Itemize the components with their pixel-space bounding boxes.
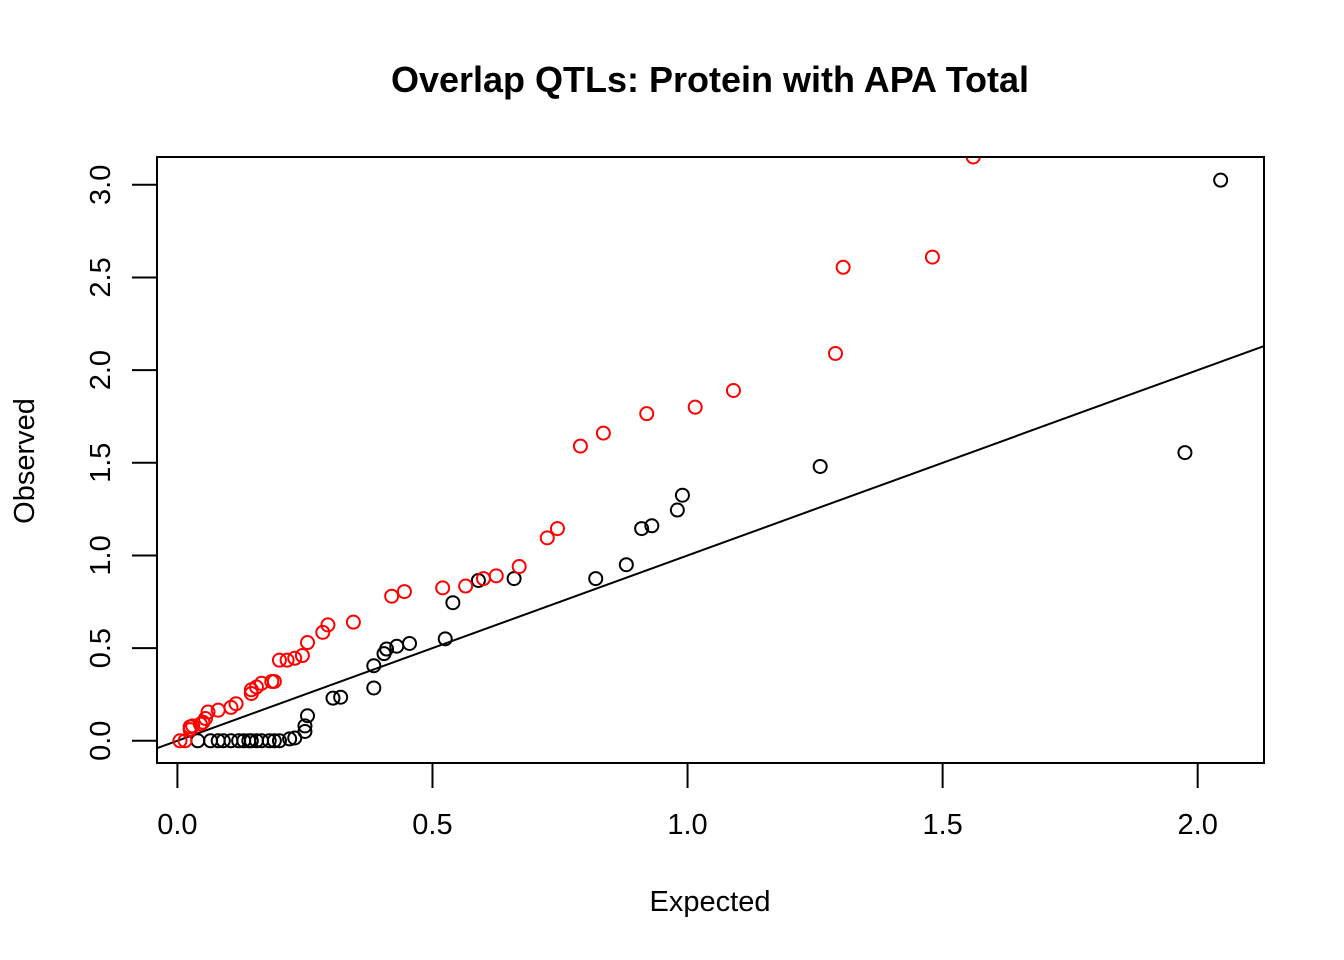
chart-title: Overlap QTLs: Protein with APA Total [391, 59, 1029, 100]
point-black [618, 557, 634, 573]
point-black [243, 733, 259, 749]
point-red [511, 559, 527, 575]
point-red [200, 704, 216, 720]
point-black [402, 635, 418, 651]
point-red [458, 578, 474, 594]
point-red [835, 259, 851, 275]
point-red [185, 718, 201, 734]
point-red [345, 614, 361, 630]
point-black [669, 502, 685, 518]
point-red [549, 521, 565, 537]
point-black [271, 733, 287, 749]
y-tick-label: 0.5 [85, 628, 117, 668]
point-red [595, 425, 611, 441]
y-tick-label: 1.0 [85, 535, 117, 575]
point-black [1213, 172, 1229, 188]
point-red [172, 733, 188, 749]
point-red [687, 399, 703, 415]
point-black [445, 595, 461, 611]
point-red [320, 617, 336, 633]
plot-frame [156, 156, 1265, 764]
point-red [572, 438, 588, 454]
x-axis-title: Expected [650, 886, 771, 918]
y-tick-label: 3.0 [85, 165, 117, 205]
point-red [228, 696, 244, 712]
point-red [287, 650, 303, 666]
point-black [366, 680, 382, 696]
point-red [299, 635, 315, 651]
point-black [215, 733, 231, 749]
point-red [539, 530, 555, 546]
point-red [965, 157, 981, 165]
x-tick-label: 1.5 [922, 809, 962, 841]
y-axis-title: Observed [9, 398, 41, 524]
point-black [506, 571, 522, 587]
point-black [299, 708, 315, 724]
point-black [1177, 445, 1193, 461]
x-tick-label: 2.0 [1178, 809, 1218, 841]
y-tick-label: 0.0 [85, 721, 117, 761]
x-tick-label: 0.5 [412, 809, 452, 841]
point-black [261, 733, 277, 749]
point-red [294, 648, 310, 664]
x-tick-label: 1.0 [667, 809, 707, 841]
point-red [279, 652, 295, 668]
point-red [488, 568, 504, 584]
point-red [266, 673, 282, 689]
point-black [366, 658, 382, 674]
point-black [297, 718, 313, 734]
point-red [827, 345, 843, 361]
point-red [725, 383, 741, 399]
point-red [435, 580, 451, 596]
point-red [924, 249, 940, 265]
point-black [379, 641, 395, 657]
point-black [325, 690, 341, 706]
point-black [437, 631, 453, 647]
y-tick-label: 2.5 [85, 257, 117, 297]
point-black [282, 731, 298, 747]
point-red [271, 652, 287, 668]
point-black [588, 571, 604, 587]
point-red [384, 588, 400, 604]
y-tick-label: 1.5 [85, 443, 117, 483]
point-black [266, 733, 282, 749]
point-red [197, 711, 213, 727]
x-tick-label: 0.0 [157, 809, 197, 841]
point-black [297, 723, 313, 739]
point-black [812, 458, 828, 474]
point-black [634, 521, 650, 537]
point-red [639, 406, 655, 422]
reference-line [157, 345, 1264, 750]
point-black [333, 689, 349, 705]
y-tick-label: 2.0 [85, 350, 117, 390]
point-black [644, 518, 660, 534]
point-red [315, 624, 331, 640]
point-black [674, 487, 690, 503]
point-red [396, 584, 412, 600]
